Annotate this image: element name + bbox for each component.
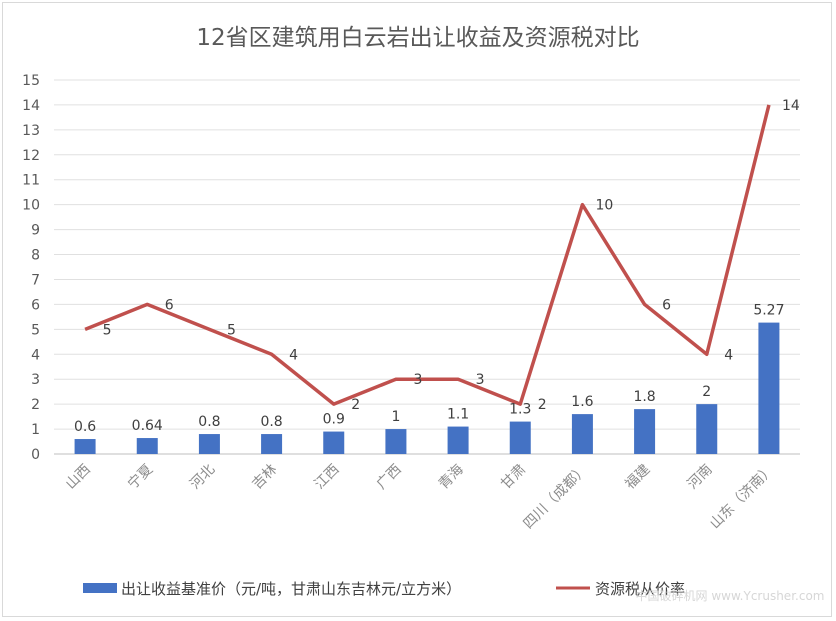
x-tick-label: 吉林 bbox=[249, 462, 280, 493]
bar-value-label: 0.64 bbox=[132, 418, 163, 434]
bar bbox=[758, 322, 780, 454]
y-tick-label: 13 bbox=[22, 123, 40, 139]
bar bbox=[447, 426, 469, 454]
bar bbox=[634, 409, 656, 454]
x-tick-label: 广西 bbox=[374, 462, 405, 493]
y-tick-label: 8 bbox=[31, 248, 40, 264]
x-tick-label: 江西 bbox=[311, 462, 342, 493]
bar bbox=[385, 429, 407, 454]
x-tick-label: 河南 bbox=[684, 462, 715, 493]
line-value-label: 5 bbox=[227, 322, 236, 338]
bar bbox=[509, 421, 531, 454]
y-tick-label: 12 bbox=[22, 148, 40, 164]
line-series bbox=[84, 104, 771, 406]
line-value-label: 3 bbox=[413, 372, 422, 388]
y-tick-label: 10 bbox=[22, 198, 40, 214]
line-value-label: 10 bbox=[596, 198, 614, 214]
bar bbox=[571, 414, 593, 454]
bar-value-label: 0.9 bbox=[323, 412, 345, 428]
line-value-label: 14 bbox=[782, 98, 800, 114]
bar bbox=[136, 438, 158, 454]
legend-label-bar: 出让收益基准价（元/吨，甘肃山东吉林元/立方米） bbox=[121, 580, 461, 598]
line-value-label: 6 bbox=[662, 297, 671, 313]
line-value-label: 4 bbox=[289, 347, 298, 363]
y-tick-label: 15 bbox=[22, 73, 40, 89]
legend: 出让收益基准价（元/吨，甘肃山东吉林元/立方米） 资源税从价率 bbox=[83, 580, 685, 598]
bar-value-label: 1.3 bbox=[509, 402, 531, 418]
line-path bbox=[84, 104, 771, 406]
x-tick-label: 山东（济南） bbox=[707, 462, 778, 533]
y-tick-label: 11 bbox=[22, 173, 40, 189]
bar bbox=[198, 434, 220, 454]
y-tick-label: 5 bbox=[31, 322, 40, 338]
gridlines bbox=[54, 79, 800, 455]
watermark: 中国破碎机网 www.Ycrusher.com bbox=[636, 588, 825, 603]
line-value-label: 5 bbox=[103, 322, 112, 338]
y-tick-label: 14 bbox=[22, 98, 40, 114]
bar bbox=[323, 431, 345, 454]
y-tick-label: 4 bbox=[31, 347, 40, 363]
line-value-label: 4 bbox=[724, 347, 733, 363]
x-tick-label: 四川（成都） bbox=[521, 462, 592, 533]
chart-title: 12省区建筑用白云岩出让收益及资源税对比 bbox=[196, 25, 640, 51]
bar bbox=[696, 404, 718, 454]
x-tick-label: 甘肃 bbox=[498, 462, 529, 493]
line-value-label: 6 bbox=[165, 297, 174, 313]
bar-value-label: 2 bbox=[702, 384, 711, 400]
x-tick-label: 山西 bbox=[63, 462, 94, 493]
bar-value-label: 1 bbox=[391, 409, 400, 425]
data-labels: 0.6 0.64 0.8 0.8 0.9 1 1.1 1.3 1.6 1.8 2 5.27 5 6 5 4 2 3… bbox=[74, 98, 800, 435]
bar-value-label: 1.6 bbox=[571, 394, 593, 410]
bar-value-label: 0.8 bbox=[260, 414, 282, 430]
legend-swatch-bar bbox=[83, 583, 117, 593]
legend-label-line: 资源税从价率 bbox=[595, 580, 685, 598]
bar-value-label: 0.8 bbox=[198, 414, 220, 430]
x-tick-label: 福建 bbox=[622, 462, 653, 493]
y-tick-label: 3 bbox=[31, 372, 40, 388]
y-tick-label: 0 bbox=[31, 447, 40, 463]
x-tick-label: 河北 bbox=[187, 462, 218, 493]
bar bbox=[261, 434, 283, 454]
bar-series bbox=[74, 322, 780, 454]
line-value-label: 2 bbox=[538, 397, 547, 413]
y-tick-label: 2 bbox=[31, 397, 40, 413]
bar-value-label: 1.1 bbox=[447, 407, 469, 423]
y-tick-label: 1 bbox=[31, 422, 40, 438]
x-tick-label: 宁夏 bbox=[124, 461, 156, 493]
bar-value-label: 5.27 bbox=[753, 303, 784, 319]
y-tick-label: 7 bbox=[31, 272, 40, 288]
y-tick-label: 9 bbox=[31, 223, 40, 239]
x-tick-label: 青海 bbox=[436, 462, 467, 493]
line-value-label: 3 bbox=[476, 372, 485, 388]
bar bbox=[74, 439, 96, 454]
line-value-label: 2 bbox=[351, 397, 360, 413]
bar-value-label: 0.6 bbox=[74, 419, 96, 435]
bar-value-label: 1.8 bbox=[633, 389, 655, 405]
y-tick-label: 6 bbox=[31, 297, 40, 313]
